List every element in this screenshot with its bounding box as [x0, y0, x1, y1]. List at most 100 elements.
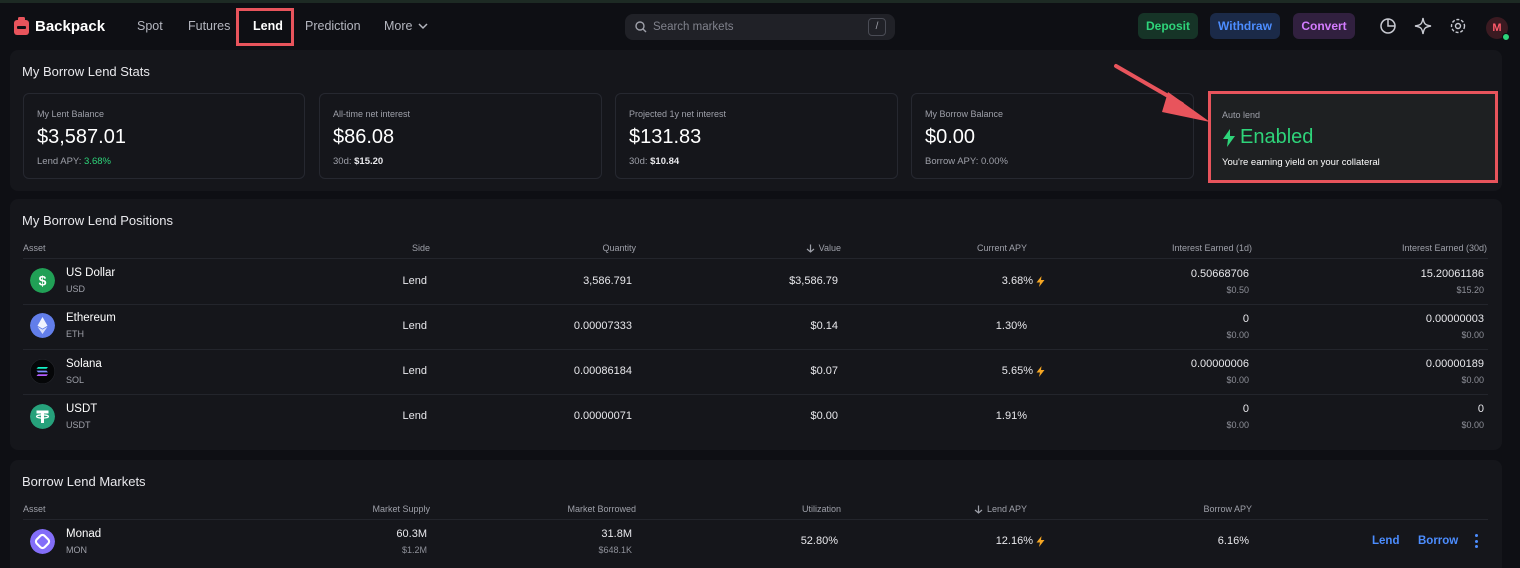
interest-30d: 0.00000189 — [1425, 358, 1484, 370]
nav-more[interactable]: More — [384, 19, 428, 33]
search-input[interactable]: Search markets / — [625, 14, 895, 40]
apy-value: 3.68% — [1001, 275, 1033, 287]
col-current-apy[interactable]: Current APY — [976, 243, 1027, 253]
interest-1d: 0.00000006 — [1190, 358, 1249, 370]
interest-30d: 0.00000003 — [1425, 313, 1484, 325]
current-apy: 1.30% — [995, 320, 1027, 332]
stat-sub-label: Lend APY: — [37, 156, 82, 167]
search-shortcut-key: / — [868, 18, 886, 36]
col-lend-apy[interactable]: Lend APY — [927, 504, 1027, 514]
convert-button[interactable]: Convert — [1293, 13, 1355, 39]
brand-logo[interactable]: Backpack — [14, 17, 105, 35]
sort-down-arrow-icon — [974, 505, 983, 514]
interest-1d: 0 — [1242, 403, 1249, 415]
nav-futures[interactable]: Futures — [188, 19, 231, 33]
stat-sub-value: 3.68% — [84, 156, 111, 167]
search-placeholder: Search markets — [653, 21, 734, 33]
stat-value: $131.83 — [629, 126, 702, 148]
online-status-dot — [1502, 33, 1510, 41]
ethereum-coin-icon — [30, 313, 55, 338]
interest-1d: 0.50668706 — [1190, 268, 1249, 280]
interest-1d-usd: $0.00 — [1226, 330, 1249, 340]
col-market-supply[interactable]: Market Supply — [372, 504, 430, 514]
lend-apy: 12.16% — [900, 535, 1045, 547]
auto-lend-card[interactable]: Auto lend Enabled You're earning yield o… — [1208, 91, 1498, 183]
lightning-icon — [1223, 128, 1235, 147]
current-apy: 1.91% — [995, 410, 1027, 422]
stats-title: My Borrow Lend Stats — [22, 64, 150, 79]
brand-name: Backpack — [35, 17, 106, 35]
value: $3,586.79 — [789, 275, 838, 287]
market-borrowed: 31.8M — [601, 528, 632, 540]
stat-value: $0.00 — [925, 126, 976, 148]
stat-card-borrow-balance: My Borrow Balance $0.00 Borrow APY: 0.00… — [911, 93, 1194, 179]
deposit-button[interactable]: Deposit — [1138, 13, 1198, 39]
stat-sub: 30d: $10.84 — [629, 156, 679, 167]
col-value[interactable]: Value — [741, 243, 841, 253]
search-icon — [635, 21, 647, 33]
stat-sub-label: 30d: — [629, 156, 648, 167]
stat-sub-value: $10.84 — [650, 156, 680, 167]
asset-symbol: USD — [66, 284, 86, 294]
utilization: 52.80% — [800, 535, 838, 547]
market-borrowed-usd: $648.1K — [598, 545, 632, 555]
gear-icon[interactable] — [1448, 16, 1468, 36]
col-asset: Asset — [23, 243, 46, 253]
col-quantity[interactable]: Quantity — [602, 243, 636, 253]
asset-name: US Dollar — [66, 267, 116, 279]
withdraw-button[interactable]: Withdraw — [1210, 13, 1280, 39]
asset-symbol: SOL — [66, 375, 85, 385]
nav-more-label: More — [384, 19, 413, 33]
col-interest-30d[interactable]: Interest Earned (30d) — [1401, 243, 1487, 253]
side: Lend — [402, 410, 427, 422]
current-apy: 3.68% — [900, 275, 1045, 287]
asset-symbol: USDT — [66, 420, 91, 430]
apy-value: 5.65% — [1001, 365, 1033, 377]
col-interest-1d[interactable]: Interest Earned (1d) — [1171, 243, 1252, 253]
more-options-icon[interactable] — [1475, 534, 1479, 550]
solana-coin-icon — [30, 359, 55, 384]
col-side: Side — [411, 243, 430, 253]
col-borrow-apy[interactable]: Borrow APY — [1203, 504, 1252, 514]
backpack-icon — [14, 17, 29, 35]
interest-30d: 15.20061186 — [1420, 268, 1484, 280]
stat-card-all-time-interest: All-time net interest $86.08 30d: $15.20 — [319, 93, 602, 179]
sort-down-arrow-icon — [806, 244, 815, 253]
portfolio-pie-icon[interactable] — [1378, 16, 1398, 36]
nav-prediction[interactable]: Prediction — [305, 19, 361, 33]
col-value-label: Value — [818, 243, 841, 253]
svg-text:$: $ — [39, 273, 47, 289]
stat-card-projected-interest: Projected 1y net interest $131.83 30d: $… — [615, 93, 898, 179]
col-market-borrowed[interactable]: Market Borrowed — [567, 504, 636, 514]
asset-symbol: ETH — [66, 329, 84, 339]
quantity: 0.00086184 — [573, 365, 632, 377]
stat-sub: 30d: $15.20 — [333, 156, 383, 167]
lightning-boost-icon — [1036, 535, 1045, 547]
positions-panel: My Borrow Lend Positions — [10, 199, 1502, 450]
sparkle-icon[interactable] — [1413, 16, 1433, 36]
col-lend-apy-label: Lend APY — [986, 504, 1027, 514]
value: $0.00 — [810, 410, 838, 422]
usd-coin-icon: $ — [30, 268, 55, 293]
asset-name: USDT — [66, 403, 98, 415]
markets-title: Borrow Lend Markets — [22, 474, 146, 489]
lightning-boost-icon — [1036, 275, 1045, 287]
interest-30d-usd: $0.00 — [1461, 375, 1484, 385]
borrow-action-button[interactable]: Borrow — [1418, 535, 1459, 547]
interest-30d: 0 — [1477, 403, 1484, 415]
tether-coin-icon — [30, 404, 55, 429]
lend-action-button[interactable]: Lend — [1372, 535, 1400, 547]
stat-label: Projected 1y net interest — [629, 109, 727, 119]
asset-name: Monad — [66, 528, 102, 540]
stat-card-lent-balance: My Lent Balance $3,587.01 Lend APY: 3.68… — [23, 93, 305, 179]
nav-spot[interactable]: Spot — [137, 19, 163, 33]
stat-sub: Borrow APY: 0.00% — [925, 156, 1008, 167]
value: $0.14 — [810, 320, 838, 332]
nav-lend[interactable]: Lend — [253, 19, 283, 33]
col-utilization[interactable]: Utilization — [801, 504, 841, 514]
interest-30d-usd: $0.00 — [1461, 330, 1484, 340]
value: $0.07 — [810, 365, 838, 377]
interest-1d-usd: $0.50 — [1226, 285, 1249, 295]
stat-label: All-time net interest — [333, 109, 411, 119]
annotation-arrow-icon — [1114, 64, 1210, 122]
